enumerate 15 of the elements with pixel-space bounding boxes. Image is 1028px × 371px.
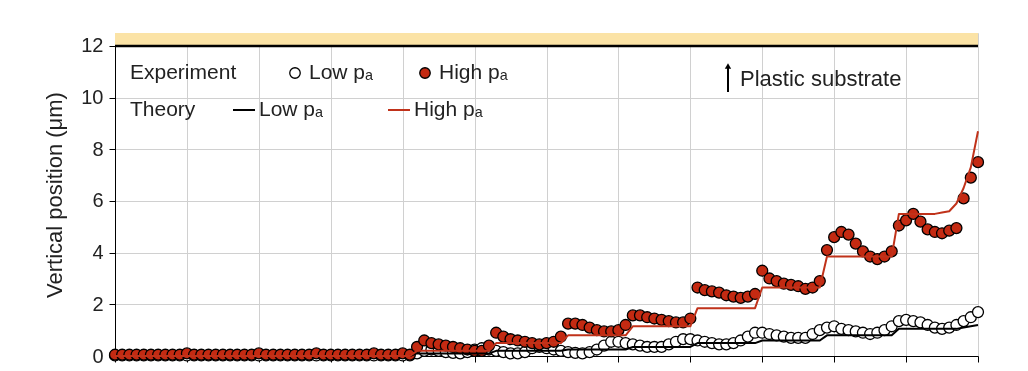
legend-label: Low pₐ [309, 60, 374, 83]
y-tick-label: 2 [92, 292, 104, 315]
annotation: Plastic substrate [740, 66, 902, 91]
legend-label: Low pₐ [259, 97, 324, 120]
y-tick-label: 10 [81, 86, 104, 109]
annotation: Theory [130, 97, 196, 120]
legend-label: High pₐ [439, 60, 508, 83]
y-tick-label: 8 [92, 137, 104, 160]
y-tick-label: 4 [92, 241, 104, 264]
y-tick-label: 0 [92, 344, 104, 367]
y-tick-label: 6 [92, 189, 104, 212]
annotation: Experiment [130, 60, 237, 83]
y-tick-label: 12 [81, 34, 104, 57]
y-axis-title: Vertical position (μm) [42, 92, 68, 298]
legend-label: High pₐ [414, 97, 483, 120]
